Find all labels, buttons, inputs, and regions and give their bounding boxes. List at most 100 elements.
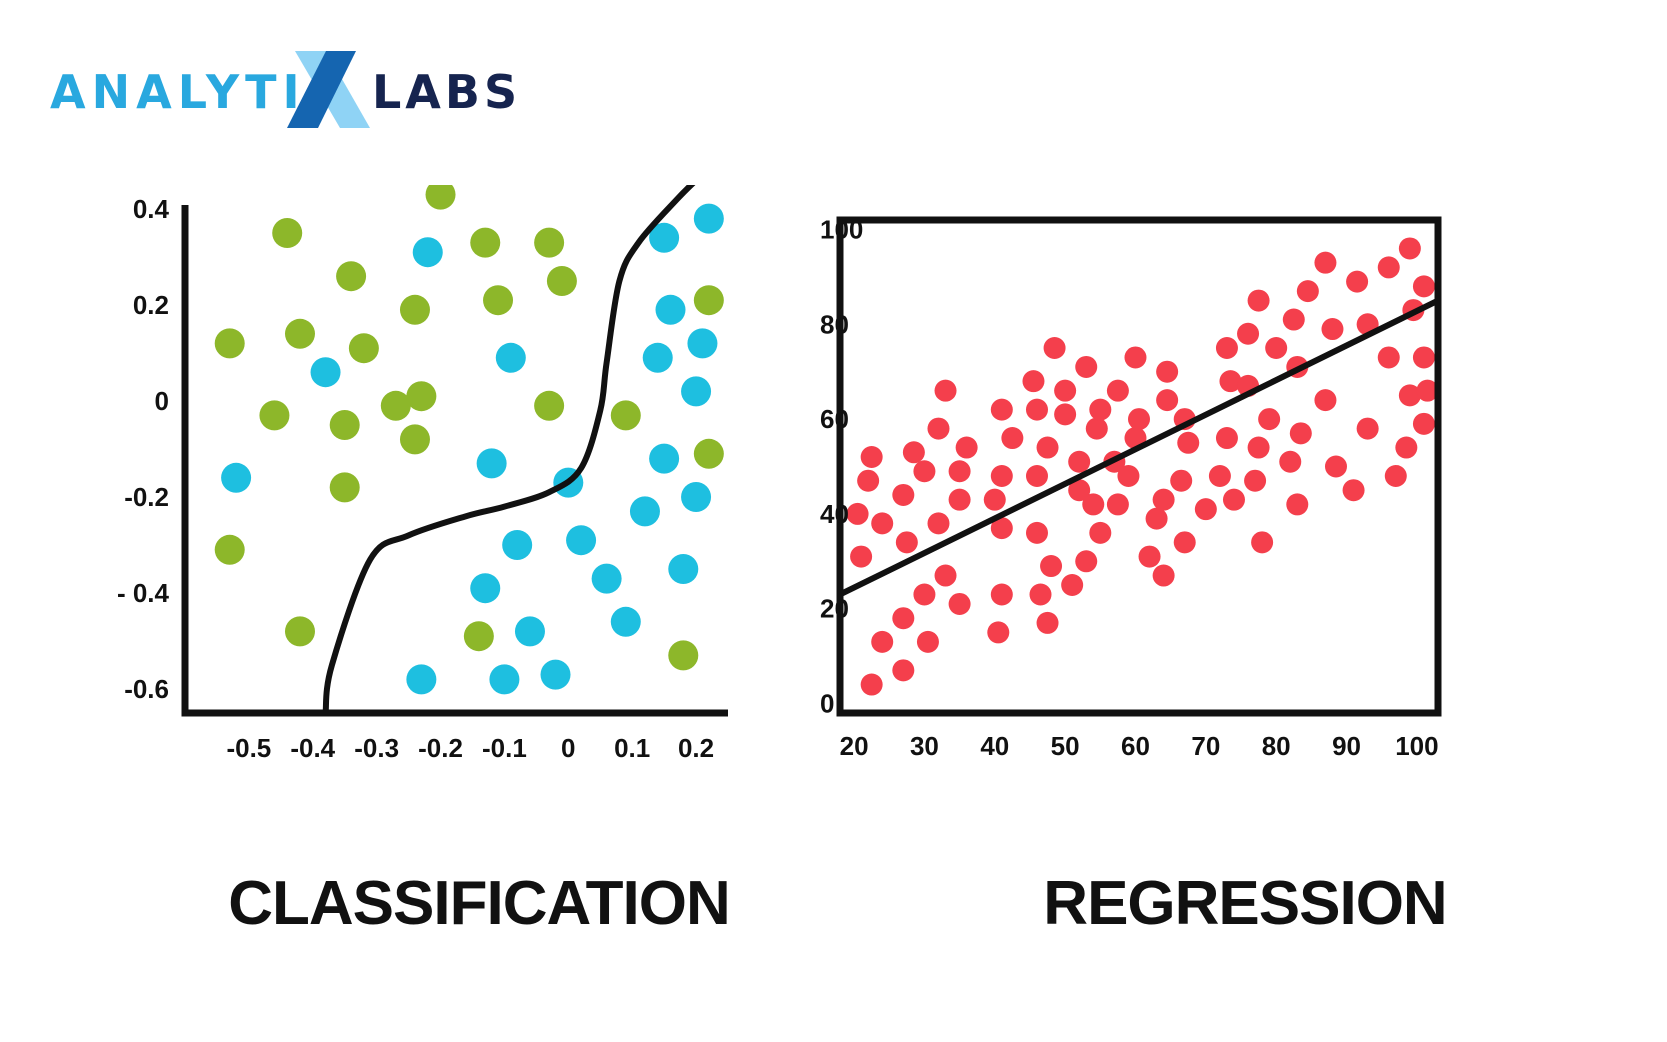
logo-text-labs: LABS xyxy=(372,65,521,119)
regression-point xyxy=(1398,384,1421,407)
class-2-point xyxy=(649,443,680,474)
regression-point xyxy=(1237,322,1260,345)
regression-point xyxy=(1265,336,1288,359)
class-1-point xyxy=(693,285,724,316)
regression-point xyxy=(1346,270,1369,293)
class-2-point xyxy=(310,357,341,388)
x-tick-label: -0.4 xyxy=(290,733,335,763)
y-tick-label: 0.4 xyxy=(133,194,170,224)
regression-point xyxy=(927,417,950,440)
regression-point xyxy=(1145,507,1168,530)
regression-point xyxy=(1377,346,1400,369)
y-tick-label: 0 xyxy=(820,689,834,719)
class-1-point xyxy=(214,534,245,565)
classification-y-ticks: 0.4 0.2 0 -0.2 - 0.4 -0.6 xyxy=(117,194,170,704)
regression-point xyxy=(1208,464,1231,487)
class-1-point xyxy=(470,227,501,258)
class-2-point xyxy=(566,525,597,556)
regression-point xyxy=(1170,469,1193,492)
y-tick-label: - 0.4 xyxy=(117,578,170,608)
class-1-point xyxy=(425,185,456,210)
regression-point xyxy=(902,441,925,464)
regression-point xyxy=(1025,398,1048,421)
y-tick-label: 100 xyxy=(820,214,863,244)
classification-chart: 0.40.20-0.2- 0.4-0.6 -0.5 -0.4 -0.3 -0.2 -0.… xyxy=(117,185,728,763)
regression-point xyxy=(1061,574,1084,597)
x-tick-label: -0.3 xyxy=(354,733,399,763)
regression-point xyxy=(1222,488,1245,511)
class-2-point xyxy=(629,496,660,527)
regression-point xyxy=(1321,318,1344,341)
regression-point xyxy=(860,673,883,696)
regression-point xyxy=(1215,336,1238,359)
regression-point xyxy=(1068,479,1091,502)
regression-point xyxy=(1156,360,1179,383)
regression-point xyxy=(1395,436,1418,459)
class-2-point xyxy=(489,664,520,695)
regression-point xyxy=(1289,422,1312,445)
regression-point xyxy=(1282,308,1305,331)
regression-point xyxy=(1342,479,1365,502)
y-tick-label: 40 xyxy=(820,499,849,529)
x-tick-label: -0.5 xyxy=(226,733,271,763)
regression-x-ticks: 20 30 40 50 60 70 80 90 100 xyxy=(840,731,1439,761)
x-tick-label: 90 xyxy=(1332,731,1361,761)
regression-point xyxy=(1029,583,1052,606)
regression-point xyxy=(1068,450,1091,473)
regression-point xyxy=(1356,417,1379,440)
class-1-point xyxy=(259,400,290,431)
regression-point xyxy=(1043,336,1066,359)
x-tick-label: 0 xyxy=(561,733,575,763)
y-tick-label: 80 xyxy=(820,309,849,339)
class-1-point xyxy=(399,294,430,325)
regression-point xyxy=(1177,431,1200,454)
class-2-point xyxy=(693,203,724,234)
class-1-point xyxy=(399,424,430,455)
decision-boundary-curve xyxy=(322,185,696,716)
regression-point xyxy=(990,398,1013,421)
x-tick-label: -0.2 xyxy=(418,733,463,763)
regression-point xyxy=(990,517,1013,540)
regression-point xyxy=(1036,611,1059,634)
class-1-point xyxy=(348,333,379,364)
logo-x-mark xyxy=(287,51,370,128)
class-2-point xyxy=(687,328,718,359)
regression-point xyxy=(1219,370,1242,393)
regression-point xyxy=(871,512,894,535)
regression-point xyxy=(1106,493,1129,516)
regression-point xyxy=(934,564,957,587)
regression-point xyxy=(857,469,880,492)
class-2-point xyxy=(540,659,571,690)
regression-points xyxy=(846,237,1439,696)
regression-point xyxy=(1173,531,1196,554)
classification-points xyxy=(214,185,724,695)
class-1-point xyxy=(693,438,724,469)
regression-point xyxy=(990,583,1013,606)
class-1-point xyxy=(406,381,437,412)
regression-point xyxy=(1025,464,1048,487)
x-tick-label: 100 xyxy=(1395,731,1438,761)
x-tick-label: 30 xyxy=(910,731,939,761)
regression-point xyxy=(913,460,936,483)
y-tick-label: 0 xyxy=(155,386,169,416)
regression-point xyxy=(1001,427,1024,450)
regression-point xyxy=(895,531,918,554)
class-2-point xyxy=(642,342,673,373)
regression-fit-line xyxy=(838,297,1440,598)
x-tick-label: 20 xyxy=(840,731,869,761)
regression-point xyxy=(1416,379,1439,402)
regression-point xyxy=(990,464,1013,487)
class-2-point xyxy=(470,573,501,604)
regression-point xyxy=(1106,379,1129,402)
x-tick-label: 60 xyxy=(1121,731,1150,761)
class-2-point xyxy=(681,482,712,512)
regression-y-ticks: 100 80 60 40 20 0 xyxy=(820,214,863,718)
regression-point xyxy=(1089,398,1112,421)
regression-point xyxy=(1156,389,1179,412)
regression-point xyxy=(1412,275,1435,298)
class-1-point xyxy=(534,390,565,421)
regression-point xyxy=(948,488,971,511)
logo-text-analyti: ANALYTI xyxy=(50,65,306,119)
class-1-point xyxy=(336,261,367,292)
class-2-point xyxy=(495,342,526,373)
